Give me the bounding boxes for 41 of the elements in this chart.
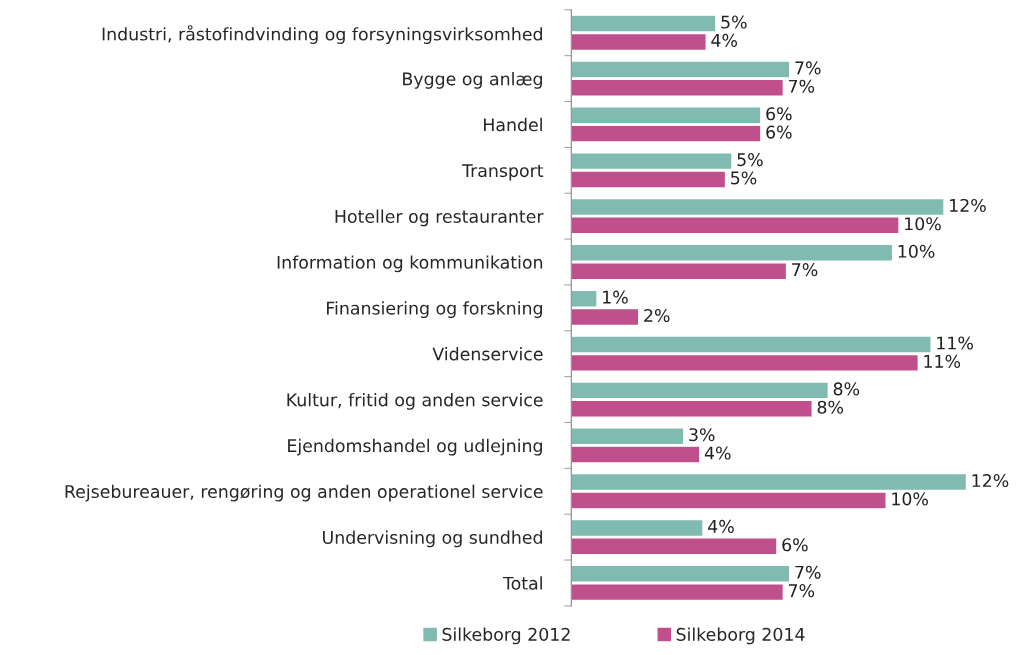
y-tick-label: Finansiering og forskning [327,301,542,319]
data-label: 6% [766,107,792,121]
data-label: 8% [833,382,860,396]
data-label: 4% [708,519,734,533]
y-tick-label: Industri, råstofindvinding og forsyningsvirksomhed [102,25,542,44]
data-label: 11% [937,336,973,350]
data-label: 10% [892,492,928,506]
data-label: 5% [721,15,747,29]
data-label: 11% [924,354,961,368]
legend-label: Silkeborg 2012 [442,627,570,645]
y-tick-label: Videnservice [432,347,543,361]
y-tick-label: Hoteller og restauranter [335,209,544,227]
data-label: 7% [788,79,815,93]
y-tick-label: Rejsebureauer, rengøring og anden operationel service [65,484,543,502]
data-label: 5% [737,153,763,167]
data-label: 7% [795,565,821,579]
data-label: 7% [795,61,821,75]
data-label: 2% [644,308,670,323]
y-tick-label: Total [502,576,542,590]
data-label: 6% [782,538,808,552]
y-tick-label: Information og kommunikation [277,255,543,273]
y-tick-label: Bygge og anlæg [403,72,542,89]
data-label: 1% [603,290,628,304]
data-label: 4% [704,446,731,460]
y-tick-label: Handel [484,117,542,132]
data-label: 10% [905,217,941,231]
y-tick-label: Transport [462,164,544,181]
data-label: 10% [898,244,935,258]
legend-label: Silkeborg 2014 [676,627,805,645]
data-label: 7% [788,584,815,598]
data-label: 5% [731,171,757,185]
data-label: 8% [817,400,844,414]
data-label: 12% [950,198,986,213]
data-label: 3% [689,428,715,442]
data-label: 12% [972,473,1009,488]
data-label: 6% [766,125,792,139]
data-label: 7% [792,263,818,277]
data-label: 4% [711,33,738,47]
y-tick-label: Kultur, fritid og anden service [287,392,543,410]
y-tick-label: Undervisning og sundhed [323,530,542,548]
y-tick-label: Ejendomshandel og udlejning [288,438,542,456]
